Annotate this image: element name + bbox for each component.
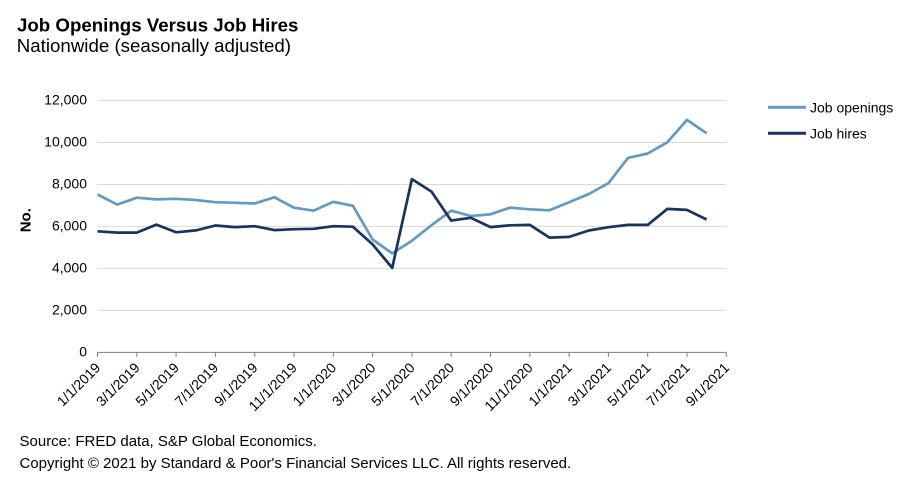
- svg-text:Copyright © 2021 by Standard &: Copyright © 2021 by Standard & Poor's Fi…: [20, 455, 572, 472]
- svg-text:12,000: 12,000: [44, 92, 87, 108]
- svg-text:10,000: 10,000: [44, 134, 87, 150]
- svg-text:0: 0: [79, 344, 87, 360]
- svg-text:Source: FRED data, S&P Global: Source: FRED data, S&P Global Economics.: [20, 433, 317, 450]
- svg-text:6,000: 6,000: [52, 218, 87, 234]
- svg-text:No.: No.: [17, 208, 34, 232]
- svg-text:Job openings: Job openings: [810, 100, 893, 116]
- svg-text:Job hires: Job hires: [810, 126, 867, 142]
- svg-text:8,000: 8,000: [52, 176, 87, 192]
- svg-text:Nationwide (seasonally adjuste: Nationwide (seasonally adjusted): [17, 35, 291, 56]
- svg-text:2,000: 2,000: [52, 302, 87, 318]
- svg-text:Job Openings Versus Job Hires: Job Openings Versus Job Hires: [17, 15, 298, 36]
- svg-text:4,000: 4,000: [52, 260, 87, 276]
